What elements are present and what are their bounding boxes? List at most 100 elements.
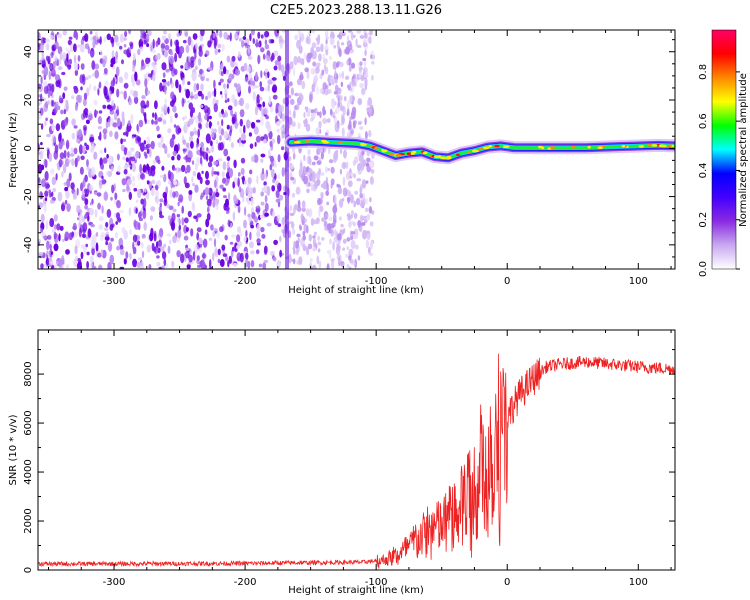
noise-speckle <box>106 95 110 101</box>
noise-speckle <box>167 128 172 134</box>
noise-speckle <box>319 87 324 94</box>
signal-hotspot <box>446 156 452 159</box>
noise-speckle <box>257 103 262 108</box>
noise-speckle <box>346 237 351 242</box>
noise-speckle <box>309 258 313 263</box>
noise-speckle <box>225 255 229 262</box>
noise-speckle <box>171 134 176 140</box>
noise-speckle <box>230 109 234 117</box>
noise-speckle <box>151 119 154 125</box>
noise-speckle <box>318 207 321 217</box>
noise-speckle <box>357 163 361 172</box>
noise-speckle <box>46 250 49 256</box>
noise-speckle <box>201 146 206 152</box>
noise-speckle <box>223 148 229 157</box>
noise-speckle <box>73 85 78 90</box>
noise-speckle <box>90 166 96 177</box>
noise-speckle <box>258 263 262 268</box>
signal-hotspot <box>587 145 591 149</box>
noise-speckle <box>111 184 115 194</box>
noise-speckle <box>96 192 102 197</box>
noise-speckle <box>342 238 347 244</box>
noise-speckle <box>320 151 324 160</box>
noise-speckle <box>333 115 336 119</box>
noise-speckle <box>123 44 127 48</box>
noise-speckle <box>170 81 175 89</box>
signal-hotspot <box>482 146 490 150</box>
noise-speckle <box>184 31 189 37</box>
noise-speckle <box>226 210 229 215</box>
noise-speckle <box>243 62 248 72</box>
noise-speckle <box>73 43 77 53</box>
noise-speckle <box>160 136 164 144</box>
noise-speckle <box>152 71 156 82</box>
noise-speckle <box>252 38 256 44</box>
noise-speckle <box>163 243 167 248</box>
noise-speckle <box>145 144 149 149</box>
noise-speckle <box>161 246 165 253</box>
noise-speckle <box>262 262 267 269</box>
noise-speckle <box>281 113 286 122</box>
noise-speckle <box>327 167 330 172</box>
noise-speckle <box>119 33 124 43</box>
noise-speckle <box>134 71 138 82</box>
noise-speckle <box>245 229 248 238</box>
noise-speckle <box>249 241 254 249</box>
noise-speckle <box>123 82 129 89</box>
noise-speckle <box>279 235 282 243</box>
noise-speckle <box>356 178 362 182</box>
noise-speckle <box>199 156 203 165</box>
noise-speckle <box>264 245 268 254</box>
noise-speckle <box>85 144 90 151</box>
noise-speckle <box>324 30 329 38</box>
noise-speckle <box>49 199 55 204</box>
noise-speckle <box>123 90 127 100</box>
noise-speckle <box>67 159 72 163</box>
noise-speckle <box>232 246 235 252</box>
signal-hotspot <box>422 151 428 155</box>
noise-speckle <box>247 213 251 218</box>
noise-speckle <box>49 35 54 40</box>
noise-speckle <box>170 91 175 100</box>
noise-speckle <box>233 82 238 88</box>
noise-speckle <box>46 55 49 62</box>
noise-speckle <box>121 111 125 120</box>
noise-speckle <box>159 175 164 178</box>
noise-speckle <box>68 36 73 40</box>
noise-speckle <box>205 195 209 201</box>
noise-speckle <box>87 75 92 79</box>
noise-speckle <box>329 108 333 116</box>
noise-speckle <box>131 135 135 139</box>
noise-speckle <box>312 237 316 248</box>
noise-speckle <box>161 251 167 260</box>
noise-speckle <box>262 53 266 60</box>
noise-speckle <box>264 202 269 212</box>
noise-speckle <box>250 250 255 255</box>
signal-hotspot <box>305 140 310 143</box>
noise-speckle <box>193 93 199 100</box>
snr-x-axis: -300 -200 -100 0 100 <box>47 330 672 588</box>
noise-speckle <box>221 244 226 251</box>
noise-speckle <box>142 164 147 173</box>
noise-speckle <box>260 47 265 53</box>
noise-speckle <box>138 137 142 147</box>
noise-speckle <box>260 34 264 39</box>
noise-speckle <box>43 235 47 239</box>
noise-speckle <box>338 198 344 208</box>
noise-speckle <box>86 159 89 167</box>
noise-speckle <box>275 198 281 203</box>
noise-speckle <box>241 40 245 48</box>
noise-speckle <box>344 49 348 54</box>
noise-speckle <box>185 226 189 233</box>
y-tick-label: -20 <box>23 188 34 204</box>
signal-hotspot <box>360 143 367 146</box>
noise-speckle <box>154 100 158 110</box>
noise-speckle <box>157 37 161 46</box>
noise-speckle <box>116 117 121 127</box>
noise-speckle <box>76 155 80 162</box>
noise-speckle <box>221 119 224 127</box>
noise-speckle <box>267 71 270 79</box>
noise-speckle <box>59 225 64 231</box>
noise-speckle <box>233 262 238 267</box>
noise-speckle <box>59 159 64 166</box>
